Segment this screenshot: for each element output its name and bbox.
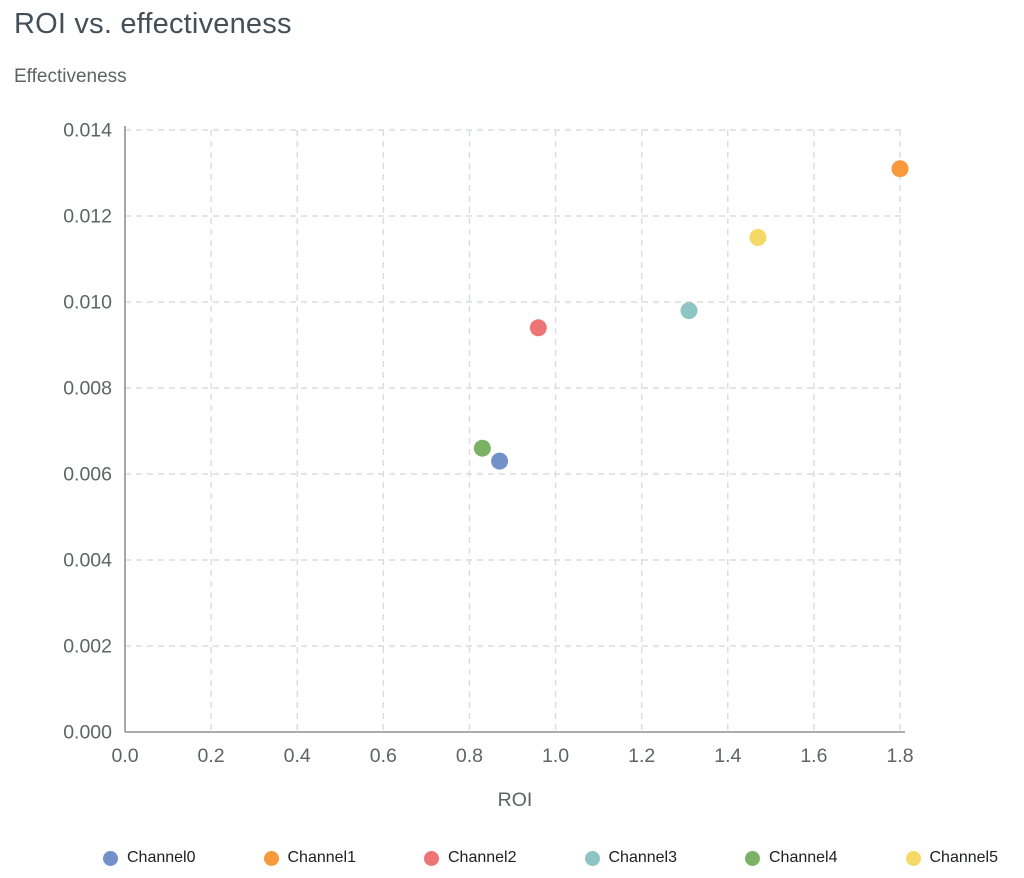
x-tick-label: 0.6 [370,745,397,767]
y-tick-label: 0.002 [63,636,112,658]
point-channel2[interactable] [529,319,547,337]
legend-item-channel2[interactable]: Channel2 [424,849,517,867]
legend-item-channel0[interactable]: Channel0 [103,849,196,867]
legend: Channel0 Channel1 Channel2 Channel3 Channel4… [103,845,998,871]
y-tick-label: 0.012 [63,206,112,228]
legend-swatch-icon [103,850,118,866]
y-tick-label: 0.000 [63,722,112,744]
point-channel4[interactable] [473,439,491,457]
x-tick-label: 0.4 [284,745,311,767]
x-tick-label: 1.6 [800,745,827,767]
legend-label: Channel3 [608,849,678,866]
x-tick-label: 1.4 [714,745,741,767]
legend-swatch-icon [424,850,439,866]
legend-item-channel4[interactable]: Channel4 [745,849,838,867]
x-tick-label: 1.0 [542,745,569,767]
x-axis-title: ROI [498,789,533,811]
legend-item-channel5[interactable]: Channel5 [905,849,999,867]
legend-item-channel3[interactable]: Channel3 [584,849,678,867]
y-tick-label: 0.014 [63,120,112,142]
point-channel3[interactable] [680,302,698,320]
y-tick-label: 0.010 [63,292,112,314]
point-channel0[interactable] [491,452,509,470]
x-tick-label: 1.2 [628,745,655,767]
x-tick-label: 0.0 [111,745,138,767]
legend-label: Channel2 [448,849,517,866]
y-tick-label: 0.004 [63,550,112,572]
legend-label: Channel0 [127,849,196,866]
x-tick-label: 0.8 [456,745,483,767]
y-tick-label: 0.008 [63,378,112,400]
legend-label: Channel1 [287,849,357,866]
point-channel5[interactable] [749,229,767,246]
legend-label: Channel4 [769,849,838,866]
legend-swatch-icon [905,850,921,866]
legend-swatch-icon [584,850,600,866]
legend-item-channel1[interactable]: Channel1 [263,849,357,867]
chart-title: ROI vs. effectiveness [14,8,292,40]
legend-swatch-icon [263,850,279,866]
x-tick-label: 0.2 [198,745,225,767]
y-axis-title: Effectiveness [14,66,127,87]
x-tick-label: 1.8 [886,745,913,767]
y-tick-label: 0.006 [63,464,112,486]
legend-label: Channel5 [929,849,999,866]
legend-swatch-icon [745,850,760,866]
point-channel1[interactable] [891,160,909,178]
